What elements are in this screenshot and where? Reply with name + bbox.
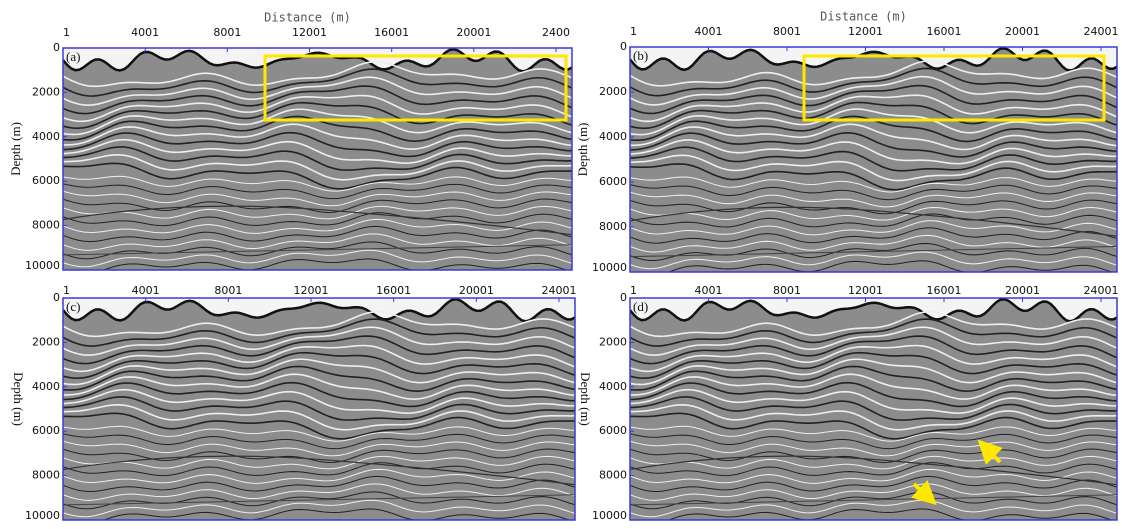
x-tick-label: 2400 (542, 26, 570, 39)
x-tick-label: 16001 (927, 284, 962, 297)
x-tick-label: 1 (630, 284, 637, 297)
y-axis-label: Depth (m) (578, 372, 593, 426)
y-tick-label: 6000 (599, 424, 627, 437)
x-tick-label: 24001 (1084, 25, 1119, 38)
y-tick-label: 10000 (592, 261, 627, 274)
x-tick-label: 4001 (695, 284, 723, 297)
x-tick-label: 4001 (695, 25, 723, 38)
x-tick-label: 12001 (848, 25, 883, 38)
y-tick-label: 6000 (32, 424, 60, 437)
y-tick-label: 6000 (599, 175, 627, 188)
seismic-image (63, 298, 575, 520)
y-tick-label: 10000 (25, 509, 60, 522)
x-tick-label: 8001 (213, 26, 241, 39)
y-axis-label: Depth (m) (575, 123, 590, 177)
x-tick-label: 20001 (456, 26, 491, 39)
y-tick-label: 4000 (32, 130, 60, 143)
x-tick-label: 8001 (773, 25, 801, 38)
y-tick-label: 10000 (25, 259, 60, 272)
y-tick-label: 10000 (592, 509, 627, 522)
panel: (b) 1 4001 8001 12001 16001 20001 24001 0 2000 400… (575, 10, 1119, 275)
frame (62, 47, 573, 271)
panel-label: (a) (66, 49, 80, 64)
y-tick-label: 4000 (599, 130, 627, 143)
x-tick-label: 1 (63, 284, 70, 297)
y-axis-label: Depth (m) (11, 372, 26, 426)
highlight-box (263, 54, 568, 122)
y-tick-label: 6000 (32, 174, 60, 187)
x-axis-label: Distance (m) (820, 10, 907, 24)
frame (62, 297, 576, 521)
y-tick-label: 4000 (599, 380, 627, 393)
x-tick-label: 16001 (376, 284, 411, 297)
x-tick-label: 12001 (292, 26, 327, 39)
x-tick-label: 24001 (542, 284, 577, 297)
x-tick-label: 4001 (132, 284, 160, 297)
seismic-image (630, 47, 1117, 272)
x-tick-label: 20001 (459, 284, 494, 297)
y-tick-label: 0 (53, 291, 60, 304)
y-tick-label: 8000 (599, 220, 627, 233)
y-axis-label: Depth (m) (8, 122, 23, 176)
x-tick-label: 8001 (773, 284, 801, 297)
y-tick-label: 2000 (32, 85, 60, 98)
frame (629, 46, 1118, 273)
highlight-box (802, 54, 1106, 122)
x-tick-label: 24001 (1084, 284, 1119, 297)
panel-label: (b) (633, 48, 648, 63)
x-tick-label: 20001 (1005, 25, 1040, 38)
y-tick-label: 0 (620, 40, 627, 53)
arrow (911, 480, 937, 506)
frame (629, 297, 1118, 521)
panel: (a) 1 4001 8001 12001 16001 20001 2400 0 2000 4000… (8, 11, 573, 272)
x-tick-label: 8001 (214, 284, 242, 297)
panel: (c) 1 4001 8001 12001 16001 20001 24001 0 2000 400… (11, 284, 577, 522)
y-tick-label: 8000 (32, 469, 60, 482)
x-tick-label: 16001 (374, 26, 409, 39)
seismic-image (630, 298, 1117, 520)
panel-label: (d) (633, 299, 648, 314)
x-tick-label: 20001 (1005, 284, 1040, 297)
x-tick-label: 1 (630, 25, 637, 38)
arrow (977, 439, 1003, 465)
x-tick-label: 4001 (131, 26, 159, 39)
x-tick-label: 12001 (848, 284, 883, 297)
y-tick-label: 2000 (599, 335, 627, 348)
x-tick-label: 16001 (927, 25, 962, 38)
y-tick-label: 0 (53, 41, 60, 54)
y-tick-label: 2000 (32, 335, 60, 348)
seismic-image (63, 48, 572, 270)
y-tick-label: 8000 (32, 219, 60, 232)
x-axis-label: Distance (m) (264, 11, 351, 25)
y-tick-label: 4000 (32, 380, 60, 393)
panel-label: (c) (66, 299, 80, 314)
y-tick-label: 8000 (599, 469, 627, 482)
y-tick-label: 0 (620, 291, 627, 304)
y-tick-label: 2000 (599, 85, 627, 98)
x-tick-label: 1 (63, 26, 70, 39)
x-tick-label: 12001 (294, 284, 329, 297)
panel: (d) 1 4001 8001 12001 16001 20001 24001 0 2000 400… (578, 284, 1119, 522)
